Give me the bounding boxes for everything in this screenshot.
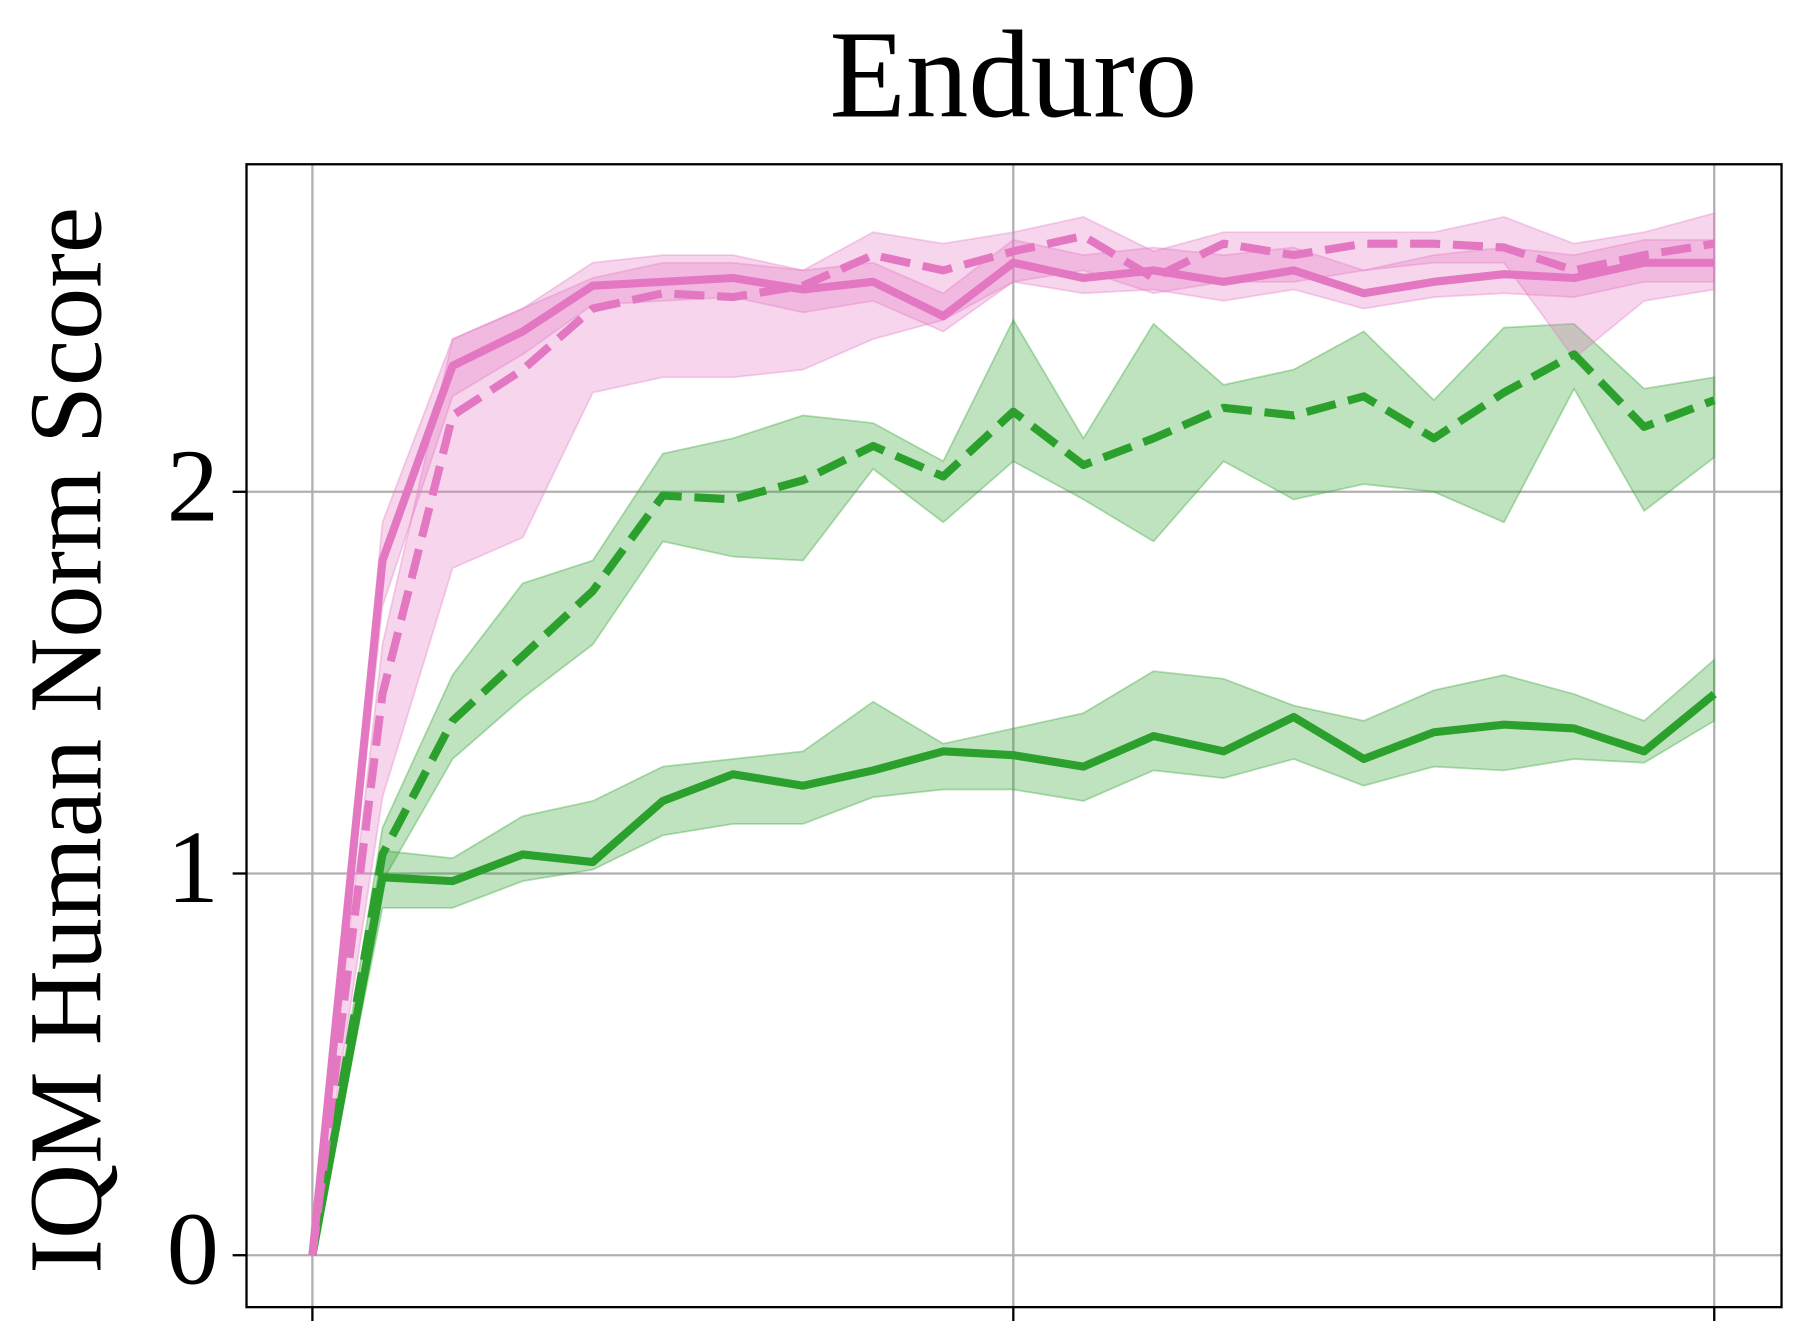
series-line (308, 231, 1715, 1256)
confidence-band (311, 657, 1716, 1256)
y-tick-label: 1 (167, 809, 219, 925)
chart-title: Enduro (830, 7, 1198, 145)
y-tick-label: 0 (167, 1191, 219, 1307)
y-axis-label: IQM Human Norm Score (7, 207, 123, 1274)
plot-area (308, 211, 1717, 1256)
series-line (308, 350, 1716, 1256)
series-line (308, 690, 1717, 1256)
series-line (308, 258, 1715, 1256)
confidence-band (311, 211, 1716, 1256)
plot-frame (245, 163, 1783, 1309)
confidence-band (311, 318, 1716, 1256)
y-tick-label: 2 (167, 427, 219, 543)
